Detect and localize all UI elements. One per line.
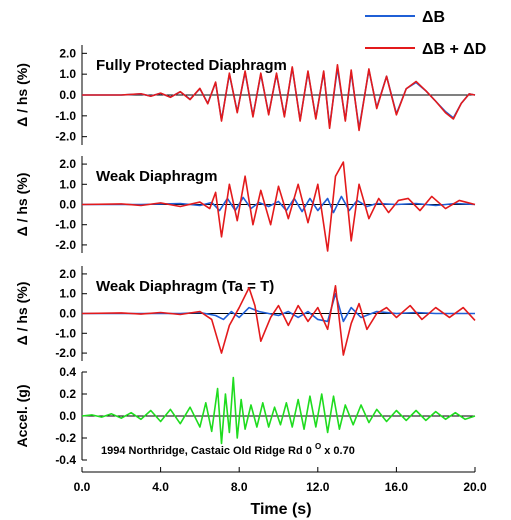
x-tick-label: 8.0 xyxy=(231,480,248,494)
x-tick-label: 12.0 xyxy=(306,480,330,494)
y-tick-label: 0.0 xyxy=(59,198,76,212)
x-tick-label: 0.0 xyxy=(74,480,91,494)
y-axis-title: Δ / hs (%) xyxy=(14,173,30,237)
y-tick-label: 1.0 xyxy=(59,177,76,191)
y-tick-label: 0.4 xyxy=(59,365,76,379)
legend-label-total: ΔB + ΔD xyxy=(422,41,486,58)
y-tick-label: 0.0 xyxy=(59,409,76,423)
y-tick-label: 2.0 xyxy=(59,157,76,171)
y-tick-label: 0.0 xyxy=(59,88,76,102)
y-tick-label: -1.0 xyxy=(55,218,76,232)
y-axis-title: Accel. (g) xyxy=(14,384,30,447)
panel-4: 0.4 0.2 0.0 -0.2 -0.4 Accel. (g) 0.0 4.0 8.0 12.0… xyxy=(14,365,487,494)
y-tick-label: 2.0 xyxy=(59,46,76,60)
y-tick-label: -2.0 xyxy=(55,238,76,252)
y-tick-label: 0.2 xyxy=(59,387,76,401)
series-line-b xyxy=(82,63,476,132)
accel-annotation-text: 1994 Northridge, Castaic Old Ridge Rd 0 xyxy=(101,445,312,457)
y-tick-label: -2.0 xyxy=(55,346,76,360)
series-line-a xyxy=(81,376,476,445)
panel-title: Weak Diaphragm xyxy=(96,168,217,185)
panel-title: Fully Protected Diaphragm xyxy=(96,57,287,74)
x-tick-label: 16.0 xyxy=(385,480,409,494)
panel-3: 2.0 1.0 0.0 -1.0 -2.0 Δ / hs (%) Weak Diaphrag… xyxy=(14,266,476,361)
series-line-a xyxy=(82,67,476,130)
y-tick-label: -0.4 xyxy=(55,453,76,467)
y-tick-label: -2.0 xyxy=(55,130,76,144)
x-axis-title: Time (s) xyxy=(250,501,311,518)
y-tick-label: 0.0 xyxy=(59,307,76,321)
y-tick-label: -0.2 xyxy=(55,431,76,445)
y-axis-title: Δ / hs (%) xyxy=(14,63,30,127)
y-tick-label: -1.0 xyxy=(55,109,76,123)
panels: 2.0 1.0 0.0 -1.0 -2.0 Δ / hs (%) Fully Protect… xyxy=(14,45,487,494)
accel-annotation-sup: O xyxy=(315,442,321,451)
series-line-b xyxy=(81,284,476,356)
x-tick-label: 20.0 xyxy=(463,480,487,494)
y-axis-title: Δ / hs (%) xyxy=(14,282,30,346)
panel-1: 2.0 1.0 0.0 -1.0 -2.0 Δ / hs (%) Fully Protect… xyxy=(14,45,476,145)
panel-title: Weak Diaphragm (Ta = T) xyxy=(96,278,274,295)
panel-2: 2.0 1.0 0.0 -1.0 -2.0 Δ / hs (%) Weak Diaphrag… xyxy=(14,156,476,253)
series-line-a xyxy=(82,292,475,323)
legend-label-base: ΔB xyxy=(422,9,445,26)
y-tick-label: 1.0 xyxy=(59,67,76,81)
series-line-b xyxy=(81,161,476,252)
x-tick-label: 4.0 xyxy=(152,480,169,494)
legend: ΔB ΔB + ΔD xyxy=(365,9,486,58)
y-tick-label: -1.0 xyxy=(55,326,76,340)
accel-annotation: 1994 Northridge, Castaic Old Ridge Rd 0 … xyxy=(101,440,355,457)
accel-annotation-tail: x 0.70 xyxy=(324,445,355,457)
y-tick-label: 2.0 xyxy=(59,267,76,281)
y-tick-label: 1.0 xyxy=(59,287,76,301)
